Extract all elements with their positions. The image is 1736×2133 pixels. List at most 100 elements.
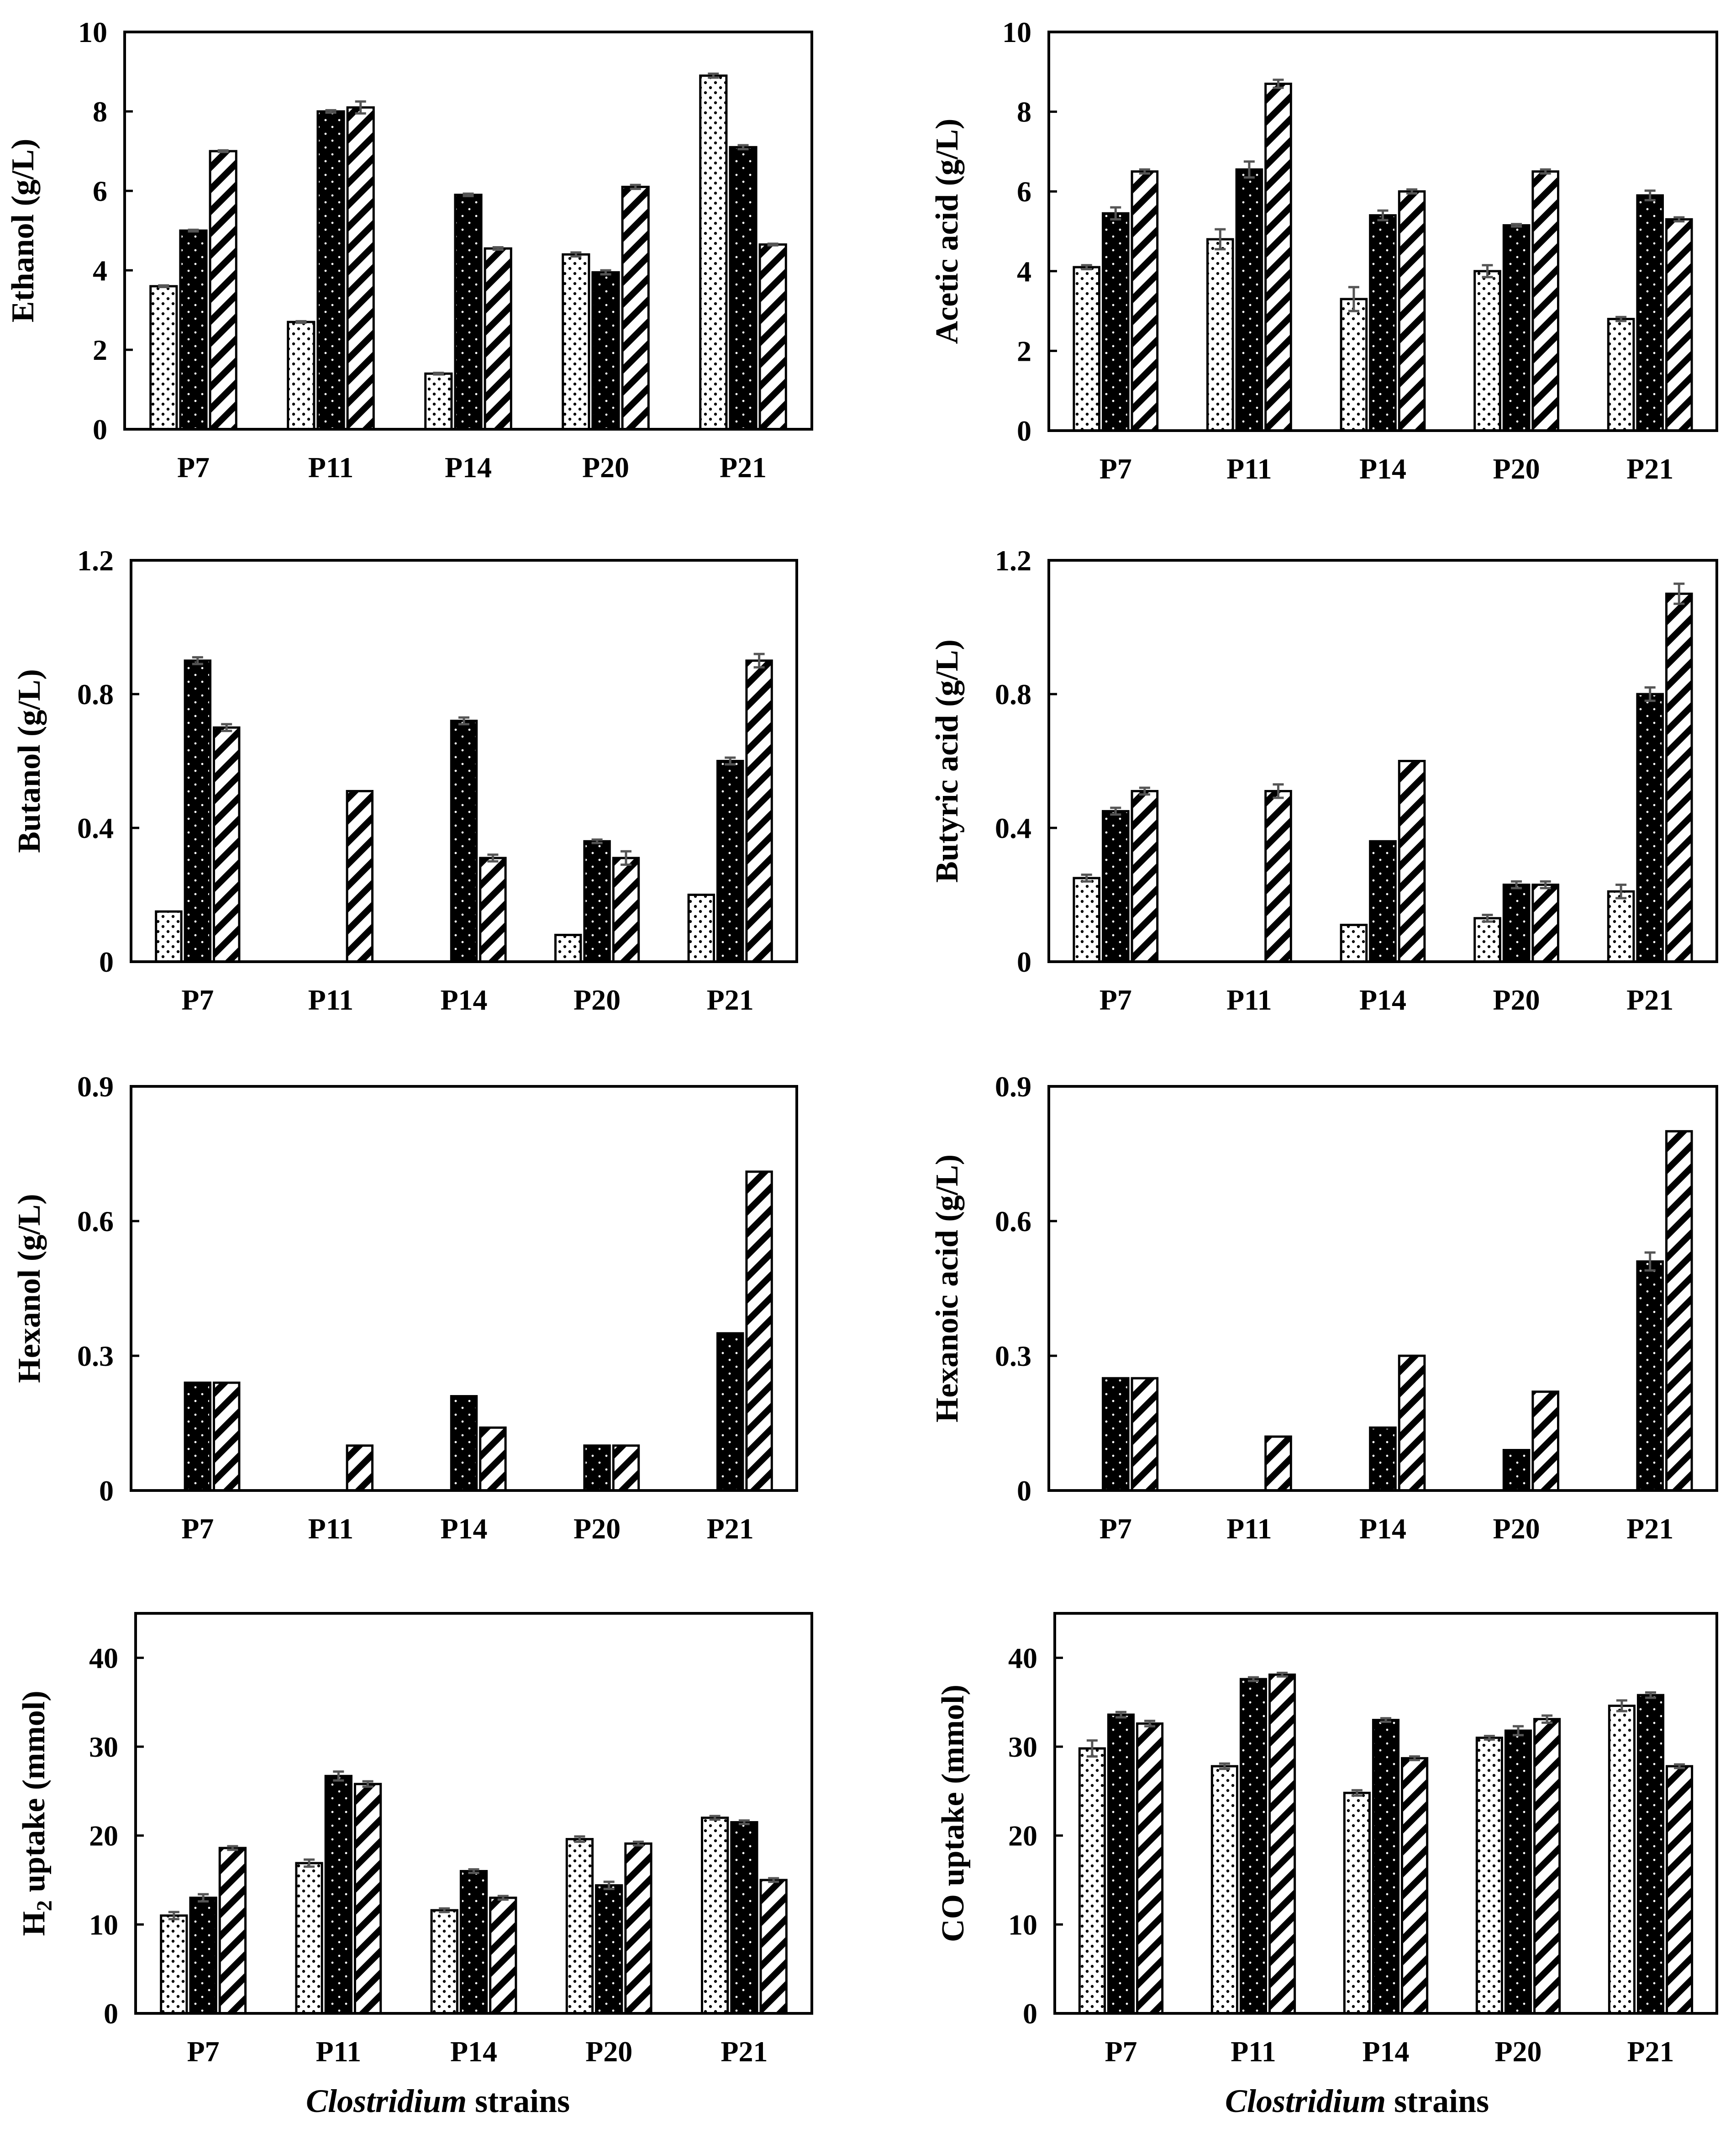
- chart-2: P7 P11 P14 P20 P21 0 2 4 6 8 10 Acetic acid (g/L): [930, 16, 1718, 485]
- error-bar-p7-s3: [1144, 1720, 1156, 1727]
- error-bar-p21-s1: [1615, 884, 1627, 900]
- bar-p21-s1: [1607, 318, 1635, 432]
- error-bar-p21-s2: [1644, 1251, 1656, 1272]
- x-tick-label-p14: P14: [1359, 984, 1406, 1016]
- error-bar-p21-s3: [1674, 1763, 1685, 1770]
- error-bar-p20-s1: [1482, 264, 1493, 279]
- x-tick-label-p7: P7: [181, 984, 214, 1016]
- bar-p7-s3: [1136, 1722, 1164, 2015]
- y-axis-label-rest: uptake (mmol): [16, 1691, 52, 1900]
- y-tick-label: 30: [89, 1731, 118, 1763]
- bar-p20-s1: [565, 1838, 594, 2015]
- x-tick-label-p11: P11: [308, 1512, 354, 1545]
- error-bar-p21-s2: [737, 144, 749, 151]
- y-tick-label: 6: [93, 175, 107, 207]
- error-bar-p14-s2: [1377, 209, 1389, 221]
- error-bar-p20-s1: [570, 251, 582, 258]
- x-tick-label-p11: P11: [1226, 984, 1272, 1016]
- x-tick-label-p21: P21: [1626, 453, 1673, 485]
- bar-p14-s2: [1369, 840, 1397, 963]
- plot-frame: [134, 1612, 813, 2015]
- error-bar-p20-s3: [621, 850, 631, 866]
- bar-p14-s3: [1401, 1757, 1429, 2015]
- plot-frame: [1047, 559, 1718, 963]
- bar-p21-s2: [1636, 693, 1664, 963]
- x-tick-label-p7: P7: [1105, 2035, 1137, 2068]
- error-bar-p14-s3: [487, 853, 499, 863]
- bar-p21-s2: [730, 1821, 758, 2015]
- error-bar-p11-s3: [1273, 79, 1284, 89]
- bar-p20-s2: [1502, 1449, 1531, 1492]
- bar-p7-s1: [160, 1914, 188, 2015]
- error-bar-p11-s1: [1219, 1762, 1230, 1770]
- x-tick-label-p7: P7: [177, 451, 210, 484]
- y-tick-label: 40: [89, 1642, 118, 1674]
- bar-p21-s3: [1666, 1765, 1694, 2015]
- bar-p11-s3: [1264, 790, 1292, 963]
- y-axis-label: Butyric acid (g/L): [930, 639, 965, 883]
- x-tick-label-p11: P11: [1231, 2035, 1276, 2068]
- y-tick-label: 0: [99, 1475, 114, 1507]
- bar-p14-s2: [454, 194, 483, 431]
- error-bar-p11-s1: [295, 320, 307, 324]
- error-bar-p11-s1: [1215, 228, 1226, 251]
- error-bar-p11-s3: [1273, 783, 1284, 799]
- error-bar-p20-s2: [591, 838, 603, 844]
- x-tick-label-p14: P14: [445, 451, 492, 484]
- error-bar-p11-s3: [1277, 1671, 1288, 1678]
- bar-p14-s1: [1340, 923, 1368, 963]
- error-bar-p21-s3: [1673, 582, 1685, 605]
- error-bar-p11-s2: [1248, 1676, 1259, 1682]
- error-bar-p21-s1: [709, 1815, 721, 1821]
- x-axis-label-italic: Clostridium: [306, 2083, 467, 2119]
- bar-p14-s3: [1398, 760, 1426, 963]
- error-bar-p20-s3: [632, 1840, 644, 1847]
- bar-p11-s3: [1264, 1435, 1292, 1492]
- bar-p14-s2: [450, 1395, 478, 1492]
- bar-p14-s3: [479, 1426, 507, 1492]
- y-tick-label: 0.8: [995, 678, 1031, 711]
- y-tick-label: 2: [1017, 335, 1031, 367]
- bar-p20-s3: [612, 1444, 640, 1492]
- y-axis-label-subscript: 2: [32, 1900, 57, 1911]
- y-tick-label: 10: [1002, 16, 1031, 48]
- y-tick-label: 0.6: [77, 1205, 114, 1238]
- error-bar-p11-s3: [362, 1780, 374, 1788]
- y-tick-label: 0.8: [77, 678, 114, 711]
- y-tick-label: 10: [78, 16, 107, 48]
- error-bar-p7-s1: [168, 1911, 179, 1921]
- y-tick-label: 0: [1017, 415, 1031, 447]
- y-tick-label: 4: [1017, 255, 1031, 288]
- x-tick-label-p7: P7: [187, 2035, 220, 2068]
- x-tick-label-p20: P20: [573, 1512, 621, 1545]
- x-tick-label-p21: P21: [1626, 1512, 1673, 1545]
- bar-p7-s1: [1078, 1747, 1106, 2015]
- x-axis-label-right: Clostridium strains: [1225, 2082, 1489, 2120]
- bar-p7-s2: [1107, 1713, 1135, 2015]
- bar-p20-s1: [1475, 1737, 1503, 2015]
- y-tick-label: 0.9: [995, 1070, 1031, 1103]
- plot-frame: [130, 559, 798, 963]
- error-bar-p20-s2: [1511, 880, 1522, 890]
- y-tick-label: 10: [89, 1908, 118, 1941]
- error-bar-p21-s2: [738, 1819, 750, 1825]
- error-bar-p14-s3: [492, 246, 504, 251]
- x-tick-label-p7: P7: [181, 1512, 214, 1545]
- error-bar-p7-s3: [217, 149, 229, 153]
- y-axis-label: H2 uptake (mmol): [16, 1691, 57, 1936]
- bar-p20-s2: [595, 1884, 623, 2015]
- bar-p21-s2: [1636, 1260, 1664, 1492]
- error-bar-p21-s1: [708, 72, 719, 79]
- bar-p20-s2: [591, 271, 620, 431]
- y-tick-label: 4: [93, 254, 107, 287]
- bar-p11-s1: [287, 321, 316, 431]
- error-bar-p20-s3: [1541, 1714, 1553, 1724]
- y-tick-label: 1.2: [77, 544, 114, 577]
- y-tick-label: 20: [1008, 1820, 1037, 1852]
- x-tick-label-p20: P20: [573, 984, 621, 1016]
- error-bar-p11-s2: [325, 109, 337, 114]
- error-bar-p11-s3: [355, 100, 366, 115]
- bar-p21-s3: [1665, 592, 1693, 963]
- chart-3: P7 P11 P14 P20 P21 0 0.4 0.8 1.2 Butanol (g/L): [12, 544, 798, 1016]
